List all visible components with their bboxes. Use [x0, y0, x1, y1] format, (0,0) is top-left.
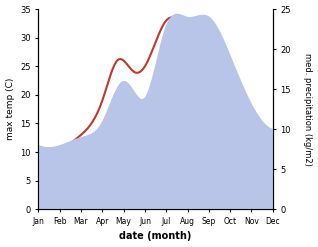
Y-axis label: max temp (C): max temp (C) [5, 78, 15, 140]
Y-axis label: med. precipitation (kg/m2): med. precipitation (kg/m2) [303, 53, 313, 165]
X-axis label: date (month): date (month) [119, 231, 192, 242]
